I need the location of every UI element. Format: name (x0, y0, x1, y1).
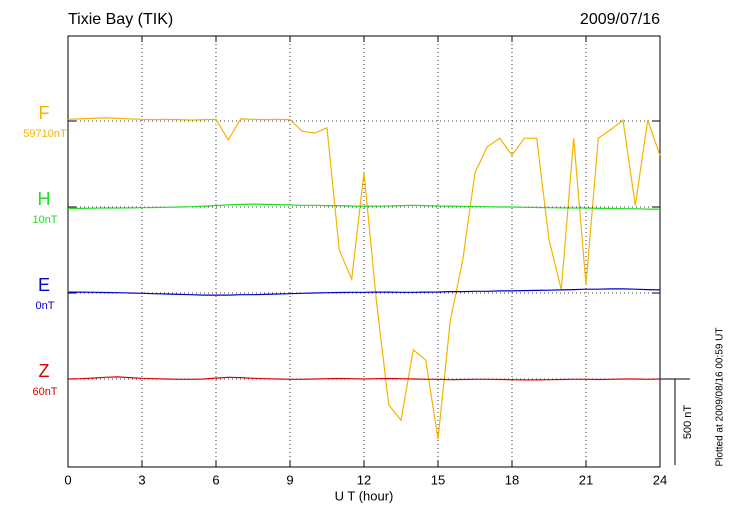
series-line (67, 376, 661, 381)
baseline-label: 0nT (36, 300, 55, 312)
baseline-label: 60nT (32, 386, 57, 398)
series-name: Z (39, 361, 50, 381)
x-tick-label: 18 (505, 472, 519, 487)
plot-note: Plotted at 2009/08/16 00:59 UT (715, 328, 726, 467)
x-tick-label: 21 (579, 472, 593, 487)
x-tick-label: 9 (286, 472, 293, 487)
x-tick-label: 3 (138, 472, 145, 487)
x-tick-label: 12 (357, 472, 371, 487)
series-name: H (38, 189, 51, 209)
chart-date: 2009/07/16 (580, 11, 660, 28)
series-line (67, 117, 661, 440)
x-tick-label: 0 (64, 472, 71, 487)
x-tick-label: 24 (653, 472, 667, 487)
series-name: F (39, 103, 50, 123)
x-tick-label: 6 (212, 472, 219, 487)
series-line (68, 288, 661, 296)
baseline-label: 59710nT (23, 128, 67, 140)
baseline-label: 10nT (32, 214, 57, 226)
x-tick-label: 15 (431, 472, 445, 487)
series-line (68, 203, 660, 210)
scale-bar-label: 500 nT (682, 405, 694, 440)
series-name: E (38, 275, 50, 295)
chart-title: Tixie Bay (TIK) (68, 11, 173, 28)
x-axis-label: U T (hour) (335, 488, 394, 503)
